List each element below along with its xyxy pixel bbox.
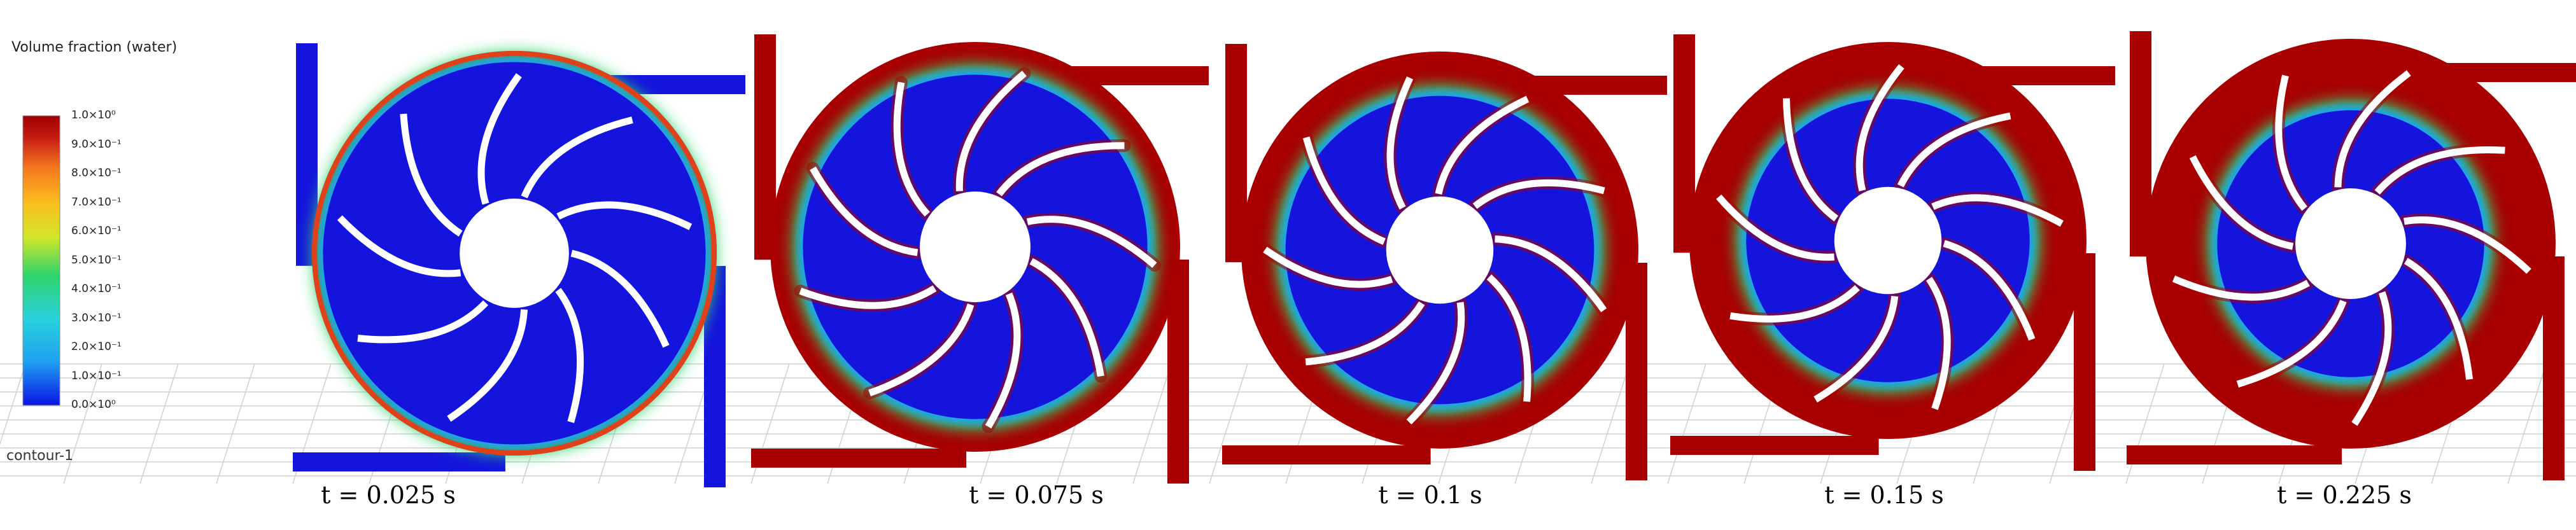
impeller-blade [1855, 64, 1904, 192]
impeller-panels [293, 31, 2576, 487]
impeller-blade [1486, 274, 1531, 402]
impeller-blade [337, 215, 461, 277]
impeller-blade [799, 285, 937, 309]
impeller-blade [1783, 98, 1839, 221]
impeller-blade [1931, 194, 2064, 227]
impeller-blade [955, 71, 1027, 192]
impeller-panel [293, 43, 745, 487]
impeller-blade [357, 300, 489, 344]
time-label: t = 0.025 s [321, 481, 456, 509]
impeller-blade [1813, 295, 1899, 403]
colorbar-tick-label: 2.0×10⁻¹ [71, 340, 122, 353]
impeller-blade [2172, 275, 2310, 301]
impeller-blade [1943, 240, 2036, 341]
impeller-blade [521, 116, 633, 199]
impeller-blade [477, 73, 522, 205]
impeller-blade [2404, 258, 2474, 380]
time-label: t = 0.1 s [1378, 481, 1482, 509]
impeller-blade [2236, 300, 2347, 388]
impeller-blade [868, 303, 975, 396]
impeller-panel [1222, 44, 1667, 480]
impeller-blade [810, 166, 918, 256]
bottom-duct [2127, 445, 2342, 464]
colorbar-tick-label: 9.0×10⁻¹ [71, 137, 122, 151]
colorbar-tick-label: 6.0×10⁻¹ [71, 225, 122, 237]
time-label: t = 0.15 s [1824, 481, 1944, 509]
impeller-hub [2295, 188, 2406, 299]
impeller-blade [400, 113, 463, 237]
impeller-blade [555, 288, 584, 423]
colorbar-tick-label: 3.0×10⁻¹ [71, 311, 122, 324]
impeller-blade [893, 81, 930, 217]
impeller-blade [1472, 179, 1605, 209]
impeller-blade [1302, 136, 1386, 245]
time-label: t = 0.225 s [2277, 481, 2412, 509]
colorbar [22, 115, 60, 406]
impeller-blade [447, 309, 528, 422]
contour-label: contour-1 [6, 448, 74, 464]
impeller-blade [1925, 277, 1951, 410]
impeller-blade [2374, 146, 2505, 195]
impeller-blade [2351, 291, 2392, 426]
impeller-blade [1386, 76, 1414, 210]
impeller-blade [1897, 112, 2011, 188]
impeller-blade [2275, 74, 2307, 211]
colorbar-tick-label: 8.0×10⁻¹ [71, 167, 122, 179]
impeller-blade [1026, 216, 1157, 268]
bottom-duct [293, 452, 505, 471]
impeller-panel [1670, 34, 2115, 471]
impeller-blade [570, 249, 670, 348]
impeller-hub [1834, 186, 1942, 295]
colorbar-tick-label: 7.0×10⁻¹ [71, 195, 122, 209]
impeller-blade [2403, 216, 2531, 274]
colorbar-tick-label: 4.0×10⁻¹ [71, 282, 122, 295]
impeller-blade [2189, 155, 2294, 250]
impeller-blade [985, 292, 1021, 429]
rim-interface [312, 51, 717, 456]
impeller-panel [2127, 31, 2576, 480]
impeller-blade [996, 142, 1125, 197]
impeller-blade [1305, 301, 1425, 366]
time-label: t = 0.075 s [969, 481, 1104, 509]
colorbar-tick-label: 1.0×10⁻¹ [71, 369, 122, 382]
impeller-hub [460, 199, 569, 308]
bottom-duct [751, 449, 967, 468]
impeller-blade [1406, 302, 1465, 425]
bottom-duct [1670, 436, 1879, 455]
impeller-hub [1386, 196, 1494, 304]
impeller-blade [2334, 70, 2411, 188]
impeller-blade [1495, 235, 1607, 312]
impeller-blade [1263, 246, 1393, 288]
colorbar-tick-label: 0.0×10⁰ [71, 398, 116, 411]
impeller-panel [751, 34, 1209, 484]
colorbar-tick-label: 5.0×10⁻¹ [71, 253, 122, 267]
impeller-hub [920, 192, 1031, 302]
impeller-blade [1435, 95, 1530, 195]
impeller-blade [1029, 258, 1104, 377]
impeller-blade [1716, 194, 1834, 261]
legend-title: Volume fraction (water) [11, 39, 178, 55]
colorbar-tick-label: 1.0×10⁰ [71, 109, 116, 122]
impeller-blade [1729, 285, 1860, 323]
bottom-duct [1222, 445, 1431, 464]
impeller-blade [556, 201, 693, 230]
